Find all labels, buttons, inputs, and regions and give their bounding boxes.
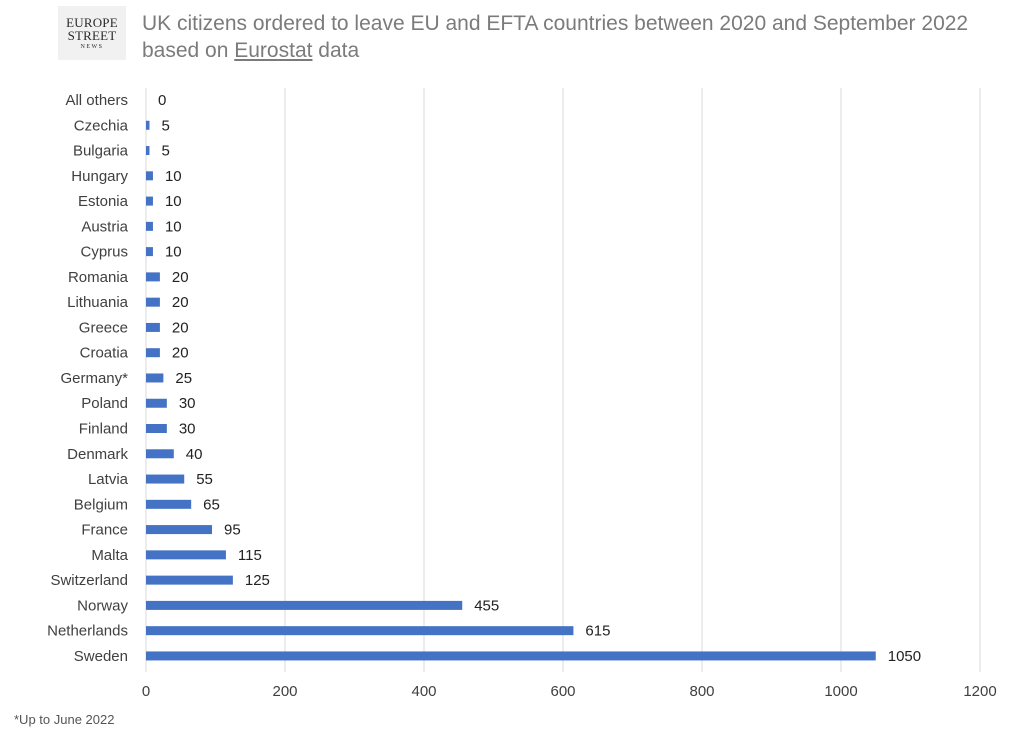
data-label: 455: [474, 597, 499, 614]
bar: [146, 575, 233, 585]
category-label: Finland: [79, 421, 128, 438]
title-prefix: based on: [142, 39, 235, 62]
category-label: Croatia: [80, 345, 129, 362]
bar: [146, 424, 167, 434]
data-label: 95: [224, 522, 241, 539]
category-label: Netherlands: [47, 623, 128, 640]
chart-title-main: UK citizens ordered to leave EU and EFTA…: [142, 12, 969, 35]
category-label: Switzerland: [50, 572, 128, 589]
data-label: 125: [245, 572, 270, 589]
data-label: 30: [179, 421, 196, 438]
bar: [146, 196, 153, 206]
bar: [146, 373, 164, 383]
category-label: Austria: [81, 218, 128, 235]
bar: [146, 525, 213, 535]
category-label: Sweden: [74, 648, 128, 665]
data-label: 65: [203, 496, 220, 513]
data-label: 10: [165, 193, 182, 210]
category-label: Hungary: [71, 168, 128, 185]
bar: [146, 626, 574, 636]
title-suffix: data: [312, 39, 360, 62]
category-label: Poland: [81, 395, 128, 412]
bar: [146, 398, 167, 408]
data-label: 20: [172, 345, 189, 362]
x-tick-label: 600: [550, 683, 575, 700]
bar: [146, 600, 463, 610]
logo-line-3: NEWS: [80, 44, 104, 50]
category-label: All others: [65, 92, 128, 109]
data-label: 1050: [888, 648, 921, 665]
category-label: Malta: [91, 547, 128, 564]
bar: [146, 322, 160, 332]
data-label: 55: [196, 471, 213, 488]
category-label: Cyprus: [80, 244, 128, 261]
data-label: 10: [165, 168, 182, 185]
data-label: 115: [238, 547, 262, 564]
category-label: Lithuania: [67, 294, 129, 311]
bar: [146, 247, 153, 257]
bar: [146, 171, 153, 181]
chart-title: UK citizens ordered to leave EU and EFTA…: [142, 10, 1012, 64]
x-tick-label: 0: [142, 683, 150, 700]
bar: [146, 146, 150, 156]
bar: [146, 297, 160, 307]
bar: [146, 499, 192, 509]
category-label: Czechia: [74, 117, 129, 134]
category-label: Latvia: [88, 471, 129, 488]
category-label: Germany*: [60, 370, 128, 387]
bar: [146, 348, 160, 358]
category-label: Greece: [79, 319, 128, 336]
bar: [146, 272, 160, 282]
bar: [146, 449, 174, 459]
data-label: 5: [161, 143, 169, 160]
bar: [146, 651, 876, 661]
x-tick-label: 1200: [963, 683, 996, 700]
x-tick-label: 1000: [824, 683, 857, 700]
europe-street-news-logo: EUROPE STREET NEWS: [58, 6, 126, 60]
category-label: Norway: [77, 597, 128, 614]
data-label: 615: [585, 623, 610, 640]
category-label: France: [81, 522, 128, 539]
data-label: 20: [172, 269, 189, 286]
chart-title-source: based on Eurostat data: [142, 37, 1012, 64]
x-tick-label: 200: [272, 683, 297, 700]
eurostat-link[interactable]: Eurostat: [234, 39, 313, 62]
category-label: Bulgaria: [73, 143, 129, 160]
logo-line-2: STREET: [67, 28, 117, 43]
x-tick-label: 800: [689, 683, 714, 700]
category-label: Belgium: [74, 496, 128, 513]
data-label: 20: [172, 319, 189, 336]
category-label: Denmark: [67, 446, 128, 463]
data-label: 10: [165, 218, 182, 235]
data-label: 5: [161, 117, 169, 134]
data-label: 0: [158, 92, 166, 109]
x-tick-label: 400: [411, 683, 436, 700]
category-label: Estonia: [78, 193, 129, 210]
bar: [146, 221, 153, 231]
logo-line-1: EUROPE: [66, 15, 118, 30]
bar: [146, 120, 150, 130]
data-label: 10: [165, 244, 182, 261]
bar: [146, 550, 226, 560]
footnote: *Up to June 2022: [14, 712, 115, 727]
data-label: 20: [172, 294, 189, 311]
data-label: 25: [175, 370, 192, 387]
data-label: 30: [179, 395, 196, 412]
category-label: Romania: [68, 269, 129, 286]
data-label: 40: [186, 446, 203, 463]
bar: [146, 474, 185, 484]
